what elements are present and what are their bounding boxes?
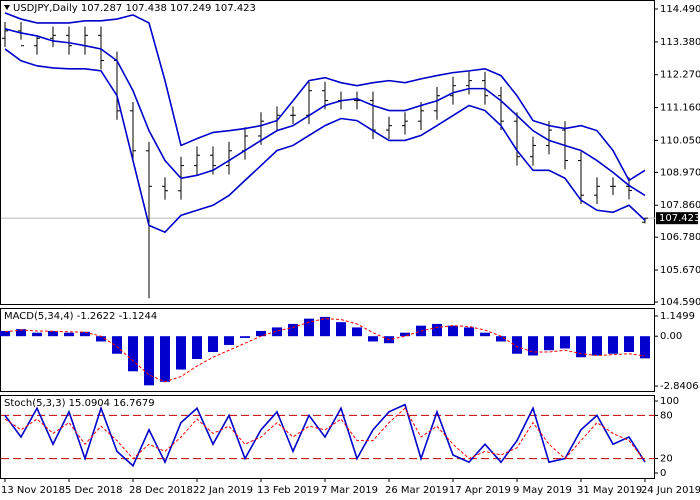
high-value: 107.438: [125, 3, 166, 14]
macd-name: MACD(5,34,4): [4, 311, 74, 322]
y-tick-label: 113.380: [660, 37, 700, 48]
y-tick-label: 105.670: [660, 265, 700, 276]
macd-bar: [320, 316, 330, 337]
y-tick-label: 104.590: [660, 297, 700, 308]
macd-bar: [608, 336, 618, 354]
macd-bar: [576, 336, 586, 358]
x-tick-label: 17 Apr 2019: [449, 485, 511, 496]
x-tick-label: 22 Jan 2019: [193, 485, 253, 496]
macd-bar: [176, 336, 186, 370]
macd-value: -1.2622: [77, 311, 116, 322]
macd-bar: [560, 336, 570, 349]
macd-bar: [48, 330, 58, 337]
macd-bar: [64, 332, 74, 337]
price-tag-label: 107.423: [659, 213, 700, 224]
x-tick-label: 31 May 2019: [577, 485, 642, 496]
stoch-panel: [0, 395, 655, 479]
stoch-title: Stoch(5,3,3) 15.0904 16.7679: [4, 398, 155, 409]
y-tick-label: 110.050: [660, 135, 700, 146]
x-tick-label: 5 Dec 2018: [65, 485, 123, 496]
macd-bar: [544, 336, 554, 351]
band-middle: [4, 28, 646, 197]
y-tick-label: 80: [660, 410, 673, 421]
y-tick-label: -2.8406: [660, 381, 699, 392]
y-tick-label: 100: [660, 396, 679, 407]
price-tag: [656, 212, 698, 225]
macd-title: MACD(5,34,4) -1.2622 -1.1244: [4, 311, 157, 322]
y-tick-label: 106.780: [660, 232, 700, 243]
macd-bar: [16, 329, 26, 337]
y-tick-label: 1.1499: [660, 311, 695, 322]
band-upper: [4, 12, 646, 182]
macd-bar: [96, 336, 106, 342]
y-tick-label: 107.860: [660, 200, 700, 211]
macd-bar: [496, 336, 506, 342]
macd-bar: [448, 325, 458, 337]
macd-bar: [128, 336, 138, 372]
x-tick-label: 9 May 2019: [513, 485, 572, 496]
main-panel: [0, 0, 655, 305]
macd-bar: [400, 332, 410, 337]
macd-bar: [0, 330, 10, 337]
macd-bar: [368, 336, 378, 342]
macd-signal-value: -1.1244: [119, 311, 158, 322]
macd-bar: [80, 331, 90, 337]
y-tick-label: 111.160: [660, 103, 700, 114]
macd-bar: [480, 332, 490, 337]
stoch-signal: [4, 407, 646, 462]
macd-bar: [272, 327, 282, 337]
macd-bar: [624, 336, 634, 352]
macd-bar: [112, 336, 122, 354]
macd-bar: [592, 336, 602, 356]
macd-bar: [32, 332, 42, 337]
macd-bar: [432, 323, 442, 337]
x-tick-label: 24 Jun 2019: [641, 485, 700, 496]
x-tick-label: 7 Mar 2019: [321, 485, 378, 496]
y-tick-label: 114.490: [660, 4, 700, 15]
x-tick-label: 13 Nov 2018: [1, 485, 65, 496]
macd-bar: [144, 336, 154, 386]
band-lower: [4, 48, 646, 234]
open-value: 107.287: [81, 3, 122, 14]
macd-bar: [224, 336, 234, 345]
x-tick-label: 13 Feb 2019: [257, 485, 319, 496]
macd-bar: [352, 327, 362, 337]
y-tick-label: 20: [660, 454, 673, 465]
macd-panel: [0, 308, 655, 392]
macd-bar: [192, 336, 202, 360]
stoch-signal-value: 16.7679: [113, 398, 154, 409]
macd-bar: [160, 336, 170, 382]
macd-bar: [640, 336, 650, 359]
chart-title: USDJPY,Daily 107.287 107.438 107.249 107…: [13, 3, 256, 14]
symbol-icon: [4, 5, 10, 10]
macd-bar: [464, 327, 474, 337]
macd-bar: [336, 322, 346, 337]
stoch-main: [4, 403, 646, 468]
macd-bar: [304, 318, 314, 337]
y-tick-label: 0.00: [660, 331, 682, 342]
x-tick-label: 28 Dec 2018: [129, 485, 193, 496]
low-value: 107.249: [170, 3, 211, 14]
stoch-name: Stoch(5,3,3): [4, 398, 66, 409]
stoch-value: 15.0904: [69, 398, 110, 409]
macd-bar: [208, 336, 218, 352]
macd-bar: [528, 336, 538, 356]
macd-bar: [240, 336, 250, 338]
y-tick-label: 112.270: [660, 70, 700, 81]
y-tick-label: 0: [660, 468, 666, 479]
macd-bar: [512, 336, 522, 354]
x-tick-label: 26 Mar 2019: [385, 485, 448, 496]
symbol: USDJPY,Daily: [13, 3, 78, 14]
y-tick-label: 108.970: [660, 167, 700, 178]
macd-bar: [288, 323, 298, 337]
close-value: 107.423: [215, 3, 256, 14]
macd-bar: [256, 330, 266, 337]
